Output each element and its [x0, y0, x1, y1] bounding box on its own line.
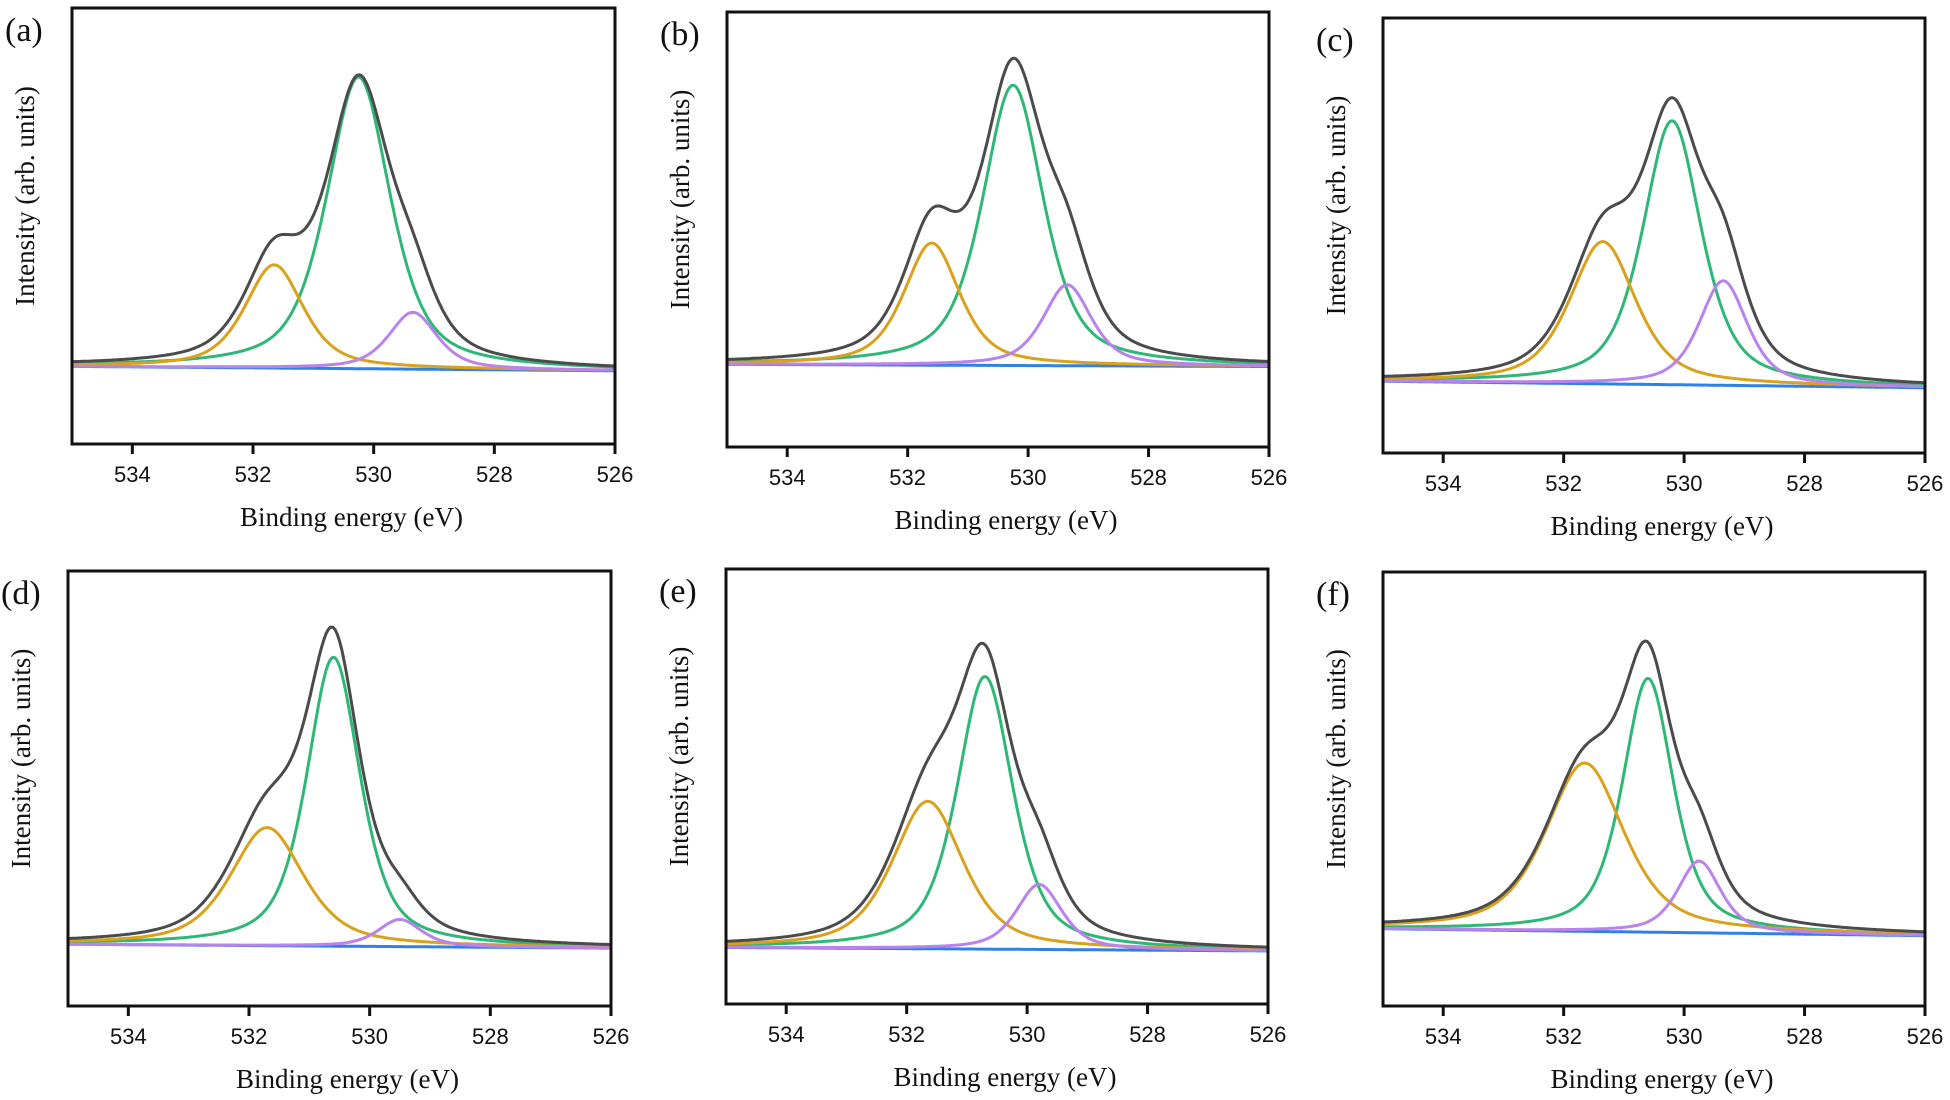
panel-label: (e) [659, 573, 697, 610]
x-tick-label: 526 [1251, 465, 1288, 490]
fit-component-purple [70, 310, 617, 372]
envelope-line [1381, 96, 1927, 385]
fit-component-orange [724, 799, 1270, 952]
fit-component-purple [724, 882, 1270, 952]
x-tick-label: 526 [1907, 1024, 1944, 1049]
plot-frame [724, 567, 1270, 1006]
x-axis-title: Binding energy (eV) [240, 502, 463, 532]
envelope-line [725, 56, 1271, 363]
y-axis-title: Intensity (arb. units) [664, 647, 694, 867]
plot-frame [66, 569, 613, 1008]
x-tick-label: 526 [1250, 1022, 1287, 1047]
panel-f: 534 532 530 528 526 Binding energy (eV) Intens… [1316, 570, 1944, 1094]
x-tick-label: 526 [1907, 471, 1944, 496]
y-axis-title: Intensity (arb. units) [10, 86, 40, 306]
fit-component-orange [1381, 761, 1927, 936]
envelope-line [724, 641, 1270, 949]
fit-component-green [70, 75, 617, 369]
x-tick-label: 532 [231, 1024, 268, 1049]
x-axis-title: Binding energy (eV) [894, 1062, 1117, 1092]
x-tick-label: 530 [355, 462, 392, 487]
x-axis-title: Binding energy (eV) [1551, 511, 1774, 541]
x-tick-label: 534 [110, 1024, 147, 1049]
plot-frame [725, 10, 1271, 449]
fit-component-orange [725, 241, 1271, 368]
fit-component-green [1381, 119, 1927, 387]
panel-c: 534 532 530 528 526 Binding energy (eV) Intens… [1316, 16, 1944, 541]
panel-label: (b) [660, 16, 700, 53]
x-tick-label: 530 [351, 1024, 388, 1049]
x-tick-label: 534 [1425, 1024, 1462, 1049]
panel-b: 534 532 530 528 526 Binding energy (eV) Intens… [660, 10, 1288, 535]
x-tick-label: 530 [1666, 1024, 1703, 1049]
panel-d: 534 532 530 528 526 Binding energy (eV) Intens… [1, 569, 630, 1094]
x-axis-title: Binding energy (eV) [1551, 1064, 1774, 1094]
x-axis-title: Binding energy (eV) [895, 505, 1118, 535]
x-tick-label: 532 [1545, 1024, 1582, 1049]
plot-frame [1381, 570, 1927, 1008]
panel-label: (f) [1316, 576, 1350, 613]
fit-component-orange [1381, 240, 1927, 388]
fit-component-orange [66, 826, 613, 949]
x-tick-label: 532 [889, 465, 926, 490]
panel-label: (d) [1, 575, 41, 612]
fit-component-purple [725, 283, 1271, 368]
envelope-line [1381, 639, 1927, 934]
x-tick-label: 534 [768, 1022, 805, 1047]
y-axis-title: Intensity (arb. units) [1321, 649, 1351, 869]
x-tick-label: 526 [597, 462, 634, 487]
plot-frame [1381, 16, 1927, 455]
fit-component-purple [66, 918, 613, 950]
x-tick-label: 530 [1010, 465, 1047, 490]
x-tick-label: 532 [888, 1022, 925, 1047]
fit-component-green [1381, 677, 1927, 936]
panel-label: (a) [5, 12, 43, 49]
x-tick-label: 528 [472, 1024, 509, 1049]
x-tick-label: 528 [1129, 1022, 1166, 1047]
x-tick-label: 528 [1130, 465, 1167, 490]
y-axis-title: Intensity (arb. units) [1321, 96, 1351, 316]
x-tick-label: 534 [114, 462, 151, 487]
x-tick-label: 530 [1666, 471, 1703, 496]
x-tick-label: 526 [593, 1024, 630, 1049]
fit-component-green [725, 83, 1271, 365]
panel-e: 534 532 530 528 526 Binding energy (eV) Intens… [659, 567, 1287, 1092]
fit-component-purple [1381, 279, 1927, 388]
x-tick-label: 534 [769, 465, 806, 490]
fit-component-green [66, 655, 613, 948]
panel-a: 534 532 530 528 526 Binding energy (eV) Intens… [5, 6, 634, 532]
x-tick-label: 534 [1425, 471, 1462, 496]
envelope-line [66, 625, 613, 947]
x-tick-label: 530 [1009, 1022, 1046, 1047]
y-axis-title: Intensity (arb. units) [665, 90, 695, 310]
x-tick-label: 528 [1786, 1024, 1823, 1049]
fit-component-orange [70, 263, 617, 372]
fit-component-purple [1381, 859, 1927, 937]
x-tick-label: 532 [1545, 471, 1582, 496]
y-axis-title: Intensity (arb. units) [6, 649, 36, 869]
x-axis-title: Binding energy (eV) [236, 1064, 459, 1094]
x-tick-label: 528 [476, 462, 513, 487]
x-tick-label: 528 [1786, 471, 1823, 496]
fit-component-green [724, 675, 1270, 951]
plot-frame [70, 6, 617, 446]
x-tick-label: 532 [235, 462, 272, 487]
envelope-line [70, 73, 617, 368]
panel-label: (c) [1316, 22, 1354, 59]
